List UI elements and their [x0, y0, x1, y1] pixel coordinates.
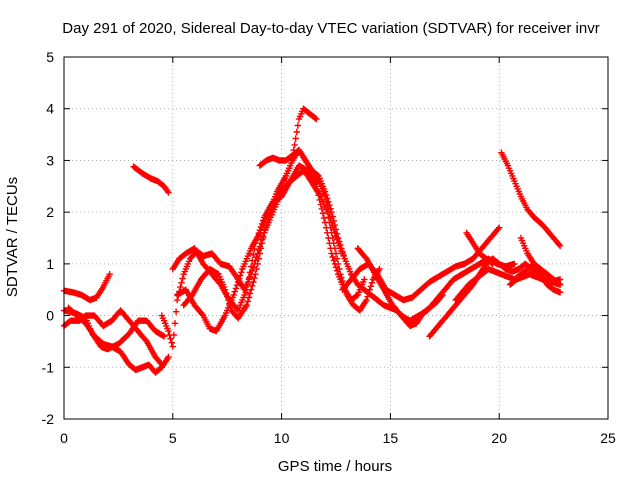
y-axis-label: SDTVAR / TECUs	[4, 177, 21, 297]
y-tick-label: -2	[42, 411, 55, 427]
plus-markers	[463, 229, 496, 268]
x-tick-label: 0	[60, 430, 68, 446]
y-tick-label: 5	[46, 49, 54, 65]
y-tick-label: 3	[46, 152, 54, 168]
x-tick-label: 15	[383, 430, 399, 446]
plus-markers	[498, 149, 564, 249]
plus-markers	[180, 105, 320, 322]
x-tick-label: 20	[491, 430, 507, 446]
y-tick-label: 1	[46, 256, 54, 272]
series-arc5	[130, 163, 172, 196]
plot-frame	[63, 56, 609, 420]
plus-markers	[130, 163, 172, 196]
plus-markers	[65, 304, 172, 376]
y-tick-label: 2	[46, 204, 54, 220]
series-arc9	[180, 105, 320, 322]
data-points	[60, 105, 564, 376]
x-tick-label: 25	[600, 430, 616, 446]
x-tick-label: 5	[169, 430, 177, 446]
y-tick-label: 4	[46, 101, 54, 117]
chart-title: Day 291 of 2020, Sidereal Day-to-day VTE…	[62, 20, 599, 37]
series-arc4	[65, 304, 172, 376]
series-arc16	[498, 149, 564, 249]
axis-ticks: 0 5 10 15 20 25 -2 -1 0 1 2 3 4 5	[42, 49, 616, 446]
series-arc15	[463, 229, 496, 268]
y-tick-label: 0	[46, 308, 54, 324]
y-tick-label: -1	[42, 359, 55, 375]
series-arc18	[517, 234, 564, 288]
plus-markers	[517, 234, 564, 288]
x-axis-label: GPS time / hours	[278, 458, 392, 475]
x-tick-label: 10	[274, 430, 290, 446]
